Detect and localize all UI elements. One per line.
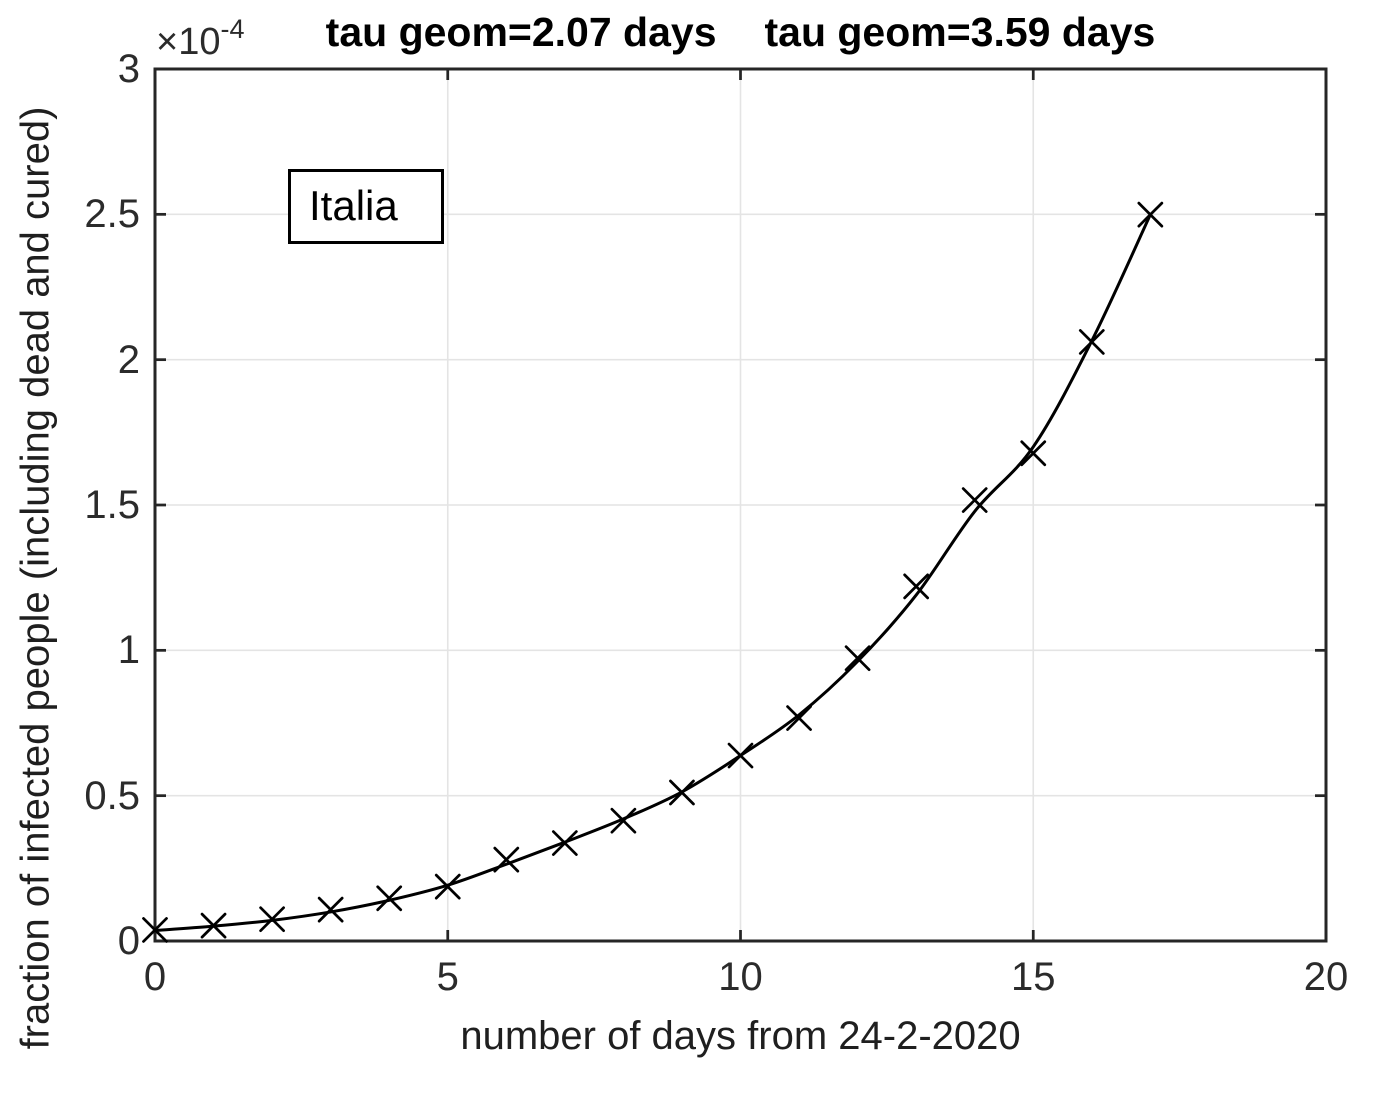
chart-title-part2: tau geom=3.59 days	[764, 9, 1156, 55]
y-tick-label: 0	[117, 919, 140, 963]
data-point-marker	[376, 885, 403, 912]
x-tick-label: 10	[718, 955, 763, 999]
data-point-marker	[259, 906, 285, 933]
data-point-marker	[434, 873, 461, 900]
y-tick-label: 2.5	[84, 192, 140, 237]
data-point-marker	[727, 742, 754, 769]
x-tick-label: 20	[1303, 955, 1349, 999]
data-point-marker	[551, 830, 578, 856]
data-point-marker	[200, 912, 227, 939]
data-point-marker	[610, 807, 637, 834]
x-axis-label: number of days from 24-2-2020	[460, 1014, 1021, 1058]
data-point-marker	[1020, 440, 1047, 467]
data-point-marker	[317, 896, 344, 923]
chart-title: tau geom=2.07 days tau geom=3.59 days	[155, 6, 1326, 58]
y-axis-exponent-label: ×10-4	[156, 16, 244, 64]
chart-title-part1: tau geom=2.07 days	[325, 9, 717, 55]
y-tick-label: 2	[117, 337, 140, 382]
data-point-marker	[961, 487, 988, 513]
data-point-marker	[669, 779, 695, 806]
legend-label: Italia	[309, 182, 398, 229]
data-point-marker	[844, 645, 871, 672]
y-axis-label: fraction of infected people (including d…	[13, 106, 58, 1050]
x-tick-label: 15	[1011, 955, 1056, 999]
x-tick-label: 0	[143, 955, 167, 999]
fit-curve	[153, 213, 1152, 933]
data-point-marker	[142, 917, 168, 943]
y-tick-label: 1.5	[84, 483, 140, 527]
legend-box: Italia	[288, 169, 444, 244]
exponent-power: -4	[220, 14, 245, 45]
x-tick-label: 5	[436, 955, 459, 999]
data-point-marker	[493, 846, 520, 873]
data-point-marker	[1078, 329, 1105, 355]
y-tick-label: 3	[117, 47, 140, 91]
data-point-marker	[786, 705, 812, 731]
data-point-marker	[903, 573, 930, 600]
plot-area: Italia	[142, 67, 1328, 943]
plot-canvas	[142, 67, 1328, 943]
y-tick-label: 0.5	[84, 773, 140, 818]
data-point-marker	[1137, 201, 1164, 228]
y-tick-label: 1	[117, 628, 140, 673]
exponent-base: ×10	[156, 21, 221, 63]
